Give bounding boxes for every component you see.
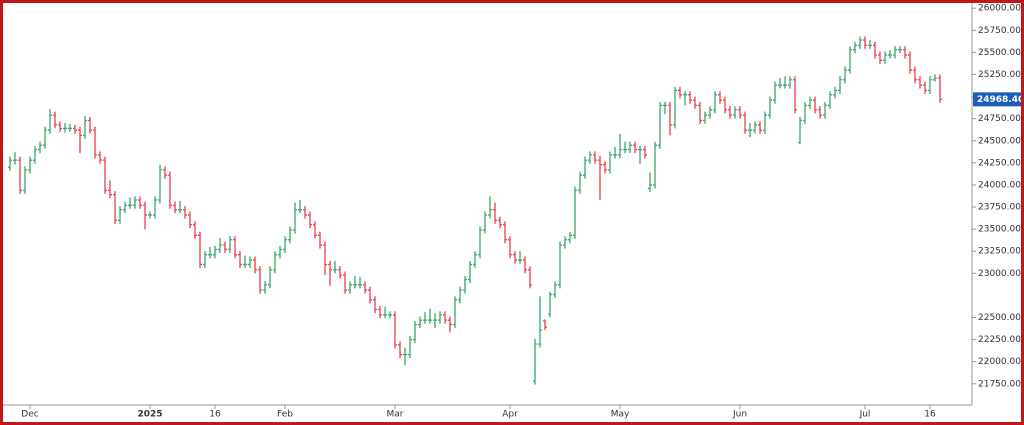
y-tick-label: 21750.00	[978, 379, 1021, 389]
price-tag	[973, 92, 1021, 107]
y-tick-label: 22500.00	[978, 313, 1021, 323]
x-tick-label: 16	[924, 410, 936, 420]
y-tick-label: 24500.00	[978, 136, 1021, 146]
x-tick-label: 16	[209, 410, 221, 420]
y-tick-label: 24250.00	[978, 158, 1021, 168]
y-tick-label: 22250.00	[978, 335, 1021, 345]
x-tick-label: Jun	[732, 410, 747, 420]
y-tick-label: 23750.00	[978, 203, 1021, 213]
x-tick-label: Jul	[859, 410, 871, 420]
y-tick-label: 24000.00	[978, 180, 1021, 190]
x-tick-label: 2025	[137, 410, 162, 420]
y-tick-label: 24750.00	[978, 114, 1021, 124]
y-tick-label: 25500.00	[978, 48, 1021, 58]
y-tick-label: 22000.00	[978, 357, 1021, 367]
y-tick-label: 25750.00	[978, 26, 1021, 36]
x-tick-label: Mar	[387, 410, 404, 420]
x-tick-label: May	[611, 410, 630, 420]
y-tick-label: 23000.00	[978, 269, 1021, 279]
y-tick-label: 25250.00	[978, 70, 1021, 80]
x-tick-label: Feb	[277, 410, 293, 420]
y-tick-label: 26000.00	[978, 4, 1021, 14]
x-tick-label: Apr	[502, 410, 518, 420]
x-tick-label: Dec	[21, 410, 38, 420]
y-tick-label: 23500.00	[978, 225, 1021, 235]
y-tick-label: 23250.00	[978, 247, 1021, 257]
price-tag-label: 24968.40	[977, 95, 1024, 105]
